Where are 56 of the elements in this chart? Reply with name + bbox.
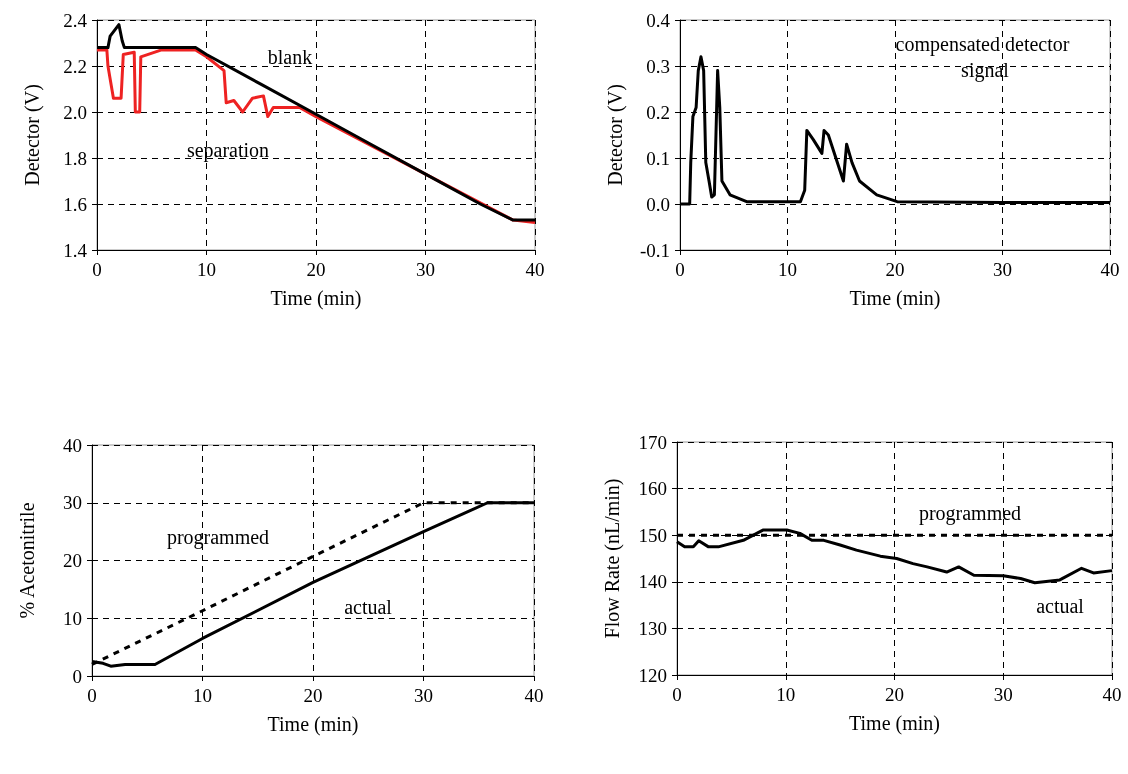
x-axis-title: Time (min) (849, 712, 940, 735)
y-tick-label: 0.3 (646, 55, 670, 77)
y-tick-label: -0.1 (639, 239, 670, 261)
y-tick-label: 2.2 (63, 55, 87, 77)
y-tick-label: 120 (638, 664, 667, 686)
y-axis-title: Detector (V) (604, 84, 627, 186)
y-tick-label: 170 (638, 431, 667, 453)
y-tick-label: 30 (63, 492, 82, 514)
x-tick-label: 20 (885, 684, 904, 705)
y-axis-title: Flow Rate (nL/min) (601, 478, 624, 639)
y-tick-label: 1.4 (63, 239, 88, 261)
y-tick-label: 0.2 (646, 101, 670, 123)
x-tick-label: 30 (414, 685, 433, 706)
x-tick-label: 40 (1102, 684, 1122, 705)
y-tick-label: 0.4 (646, 9, 671, 31)
x-tick-label: 20 (303, 685, 323, 706)
x-tick-label: 20 (306, 259, 326, 280)
series-label: separation (186, 139, 270, 162)
y-tick-label: 1.8 (63, 147, 87, 169)
y-tick-label: 0.1 (646, 147, 670, 169)
x-tick-label: 40 (525, 259, 545, 280)
y-tick-label: 0 (72, 665, 82, 687)
y-tick-label: 130 (638, 617, 667, 639)
x-tick-label: 0 (675, 259, 685, 280)
y-tick-label: 140 (638, 571, 667, 593)
x-tick-label: 0 (92, 259, 102, 280)
text: compensated detector signal (895, 33, 1075, 82)
x-tick-label: 10 (778, 259, 797, 280)
y-tick-label: 40 (63, 434, 82, 456)
x-tick-label: 40 (524, 685, 544, 706)
series-label: actual (344, 596, 393, 618)
y-tick-label: 1.6 (63, 193, 87, 215)
y-tick-label: 0.0 (646, 193, 670, 215)
x-tick-label: 20 (885, 259, 905, 280)
series-label: programmed (918, 502, 1022, 525)
y-tick-label: 10 (63, 607, 82, 629)
x-tick-label: 30 (416, 259, 435, 280)
series-label: blank (267, 46, 313, 68)
y-axis-title: Detector (V) (21, 84, 44, 186)
y-tick-label: 2.4 (63, 9, 88, 31)
x-tick-label: 10 (776, 684, 796, 705)
y-tick-label: 20 (63, 550, 82, 571)
x-axis-title: Time (min) (849, 287, 941, 310)
x-tick-label: 10 (193, 685, 212, 706)
x-axis-title: Time (min) (270, 287, 362, 310)
x-tick-label: 30 (993, 684, 1013, 705)
y-axis-title: % Acetonitrile (16, 502, 38, 619)
y-tick-label: 2.0 (63, 101, 87, 123)
series-label: actual (1036, 595, 1085, 617)
x-tick-label: 40 (1100, 259, 1120, 280)
y-tick-label: 160 (638, 478, 667, 500)
x-axis-title: Time (min) (267, 713, 359, 736)
y-tick-label: 150 (638, 524, 667, 546)
series-label: programmed (166, 526, 270, 549)
x-tick-label: 10 (197, 259, 216, 280)
x-tick-label: 30 (993, 259, 1012, 280)
